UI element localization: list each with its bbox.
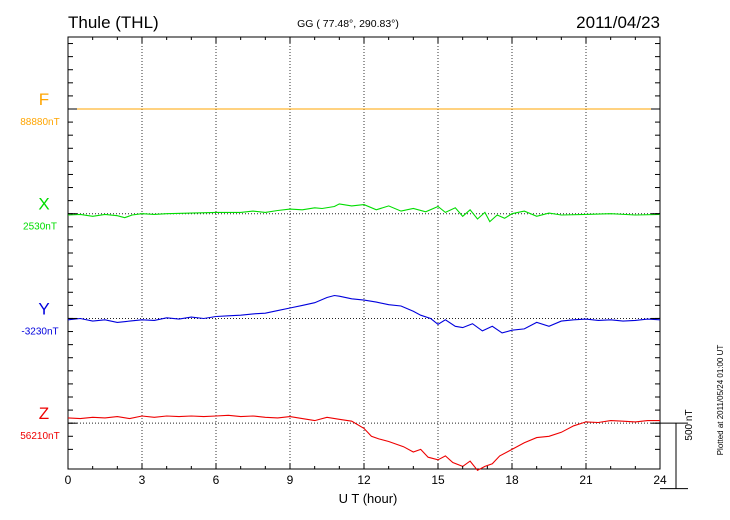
x-tick-label-3: 3 <box>139 473 146 487</box>
series-lines <box>67 108 661 471</box>
series-baseline-y: -3230nT <box>21 326 58 337</box>
geo-coordinates: GG ( 77.48°, 290.83°) <box>297 18 399 30</box>
series-line-y <box>67 294 661 334</box>
series-labels: F 88880nT X 2530nT Y -3230nT Z 56210nT <box>20 90 59 442</box>
y-minor-ticks <box>68 43 660 450</box>
x-tick-label-6: 6 <box>213 473 220 487</box>
series-baseline-z: 56210nT <box>20 431 59 442</box>
plotted-timestamp: Plotted at 2011/05/24 01:00 UT <box>716 345 725 456</box>
series-name-z: Z <box>39 404 49 423</box>
series-name-x: X <box>38 195 49 214</box>
series-line-x <box>67 203 661 223</box>
x-tick-label-21: 21 <box>579 473 593 487</box>
station-title: Thule (THL) <box>68 13 159 32</box>
x-tick-label-15: 15 <box>431 473 445 487</box>
series-name-f: F <box>39 90 49 109</box>
series-baseline-x: 2530nT <box>23 222 57 233</box>
scale-bar <box>660 422 688 490</box>
x-axis-title: U T (hour) <box>339 491 398 506</box>
x-tick-label-9: 9 <box>287 473 294 487</box>
x-axis-ticks: 0 3 6 9 12 15 18 21 24 <box>65 37 667 487</box>
series-name-y: Y <box>38 299 49 318</box>
series-baseline-f: 88880nT <box>20 117 59 128</box>
grid-lines <box>141 37 587 469</box>
x-tick-label-24: 24 <box>653 473 667 487</box>
scale-bar-label: 500 nT <box>684 409 695 440</box>
x-tick-label-18: 18 <box>505 473 519 487</box>
x-tick-label-0: 0 <box>65 473 72 487</box>
date-label: 2011/04/23 <box>576 13 660 32</box>
series-line-z <box>67 414 660 471</box>
x-tick-label-12: 12 <box>357 473 371 487</box>
